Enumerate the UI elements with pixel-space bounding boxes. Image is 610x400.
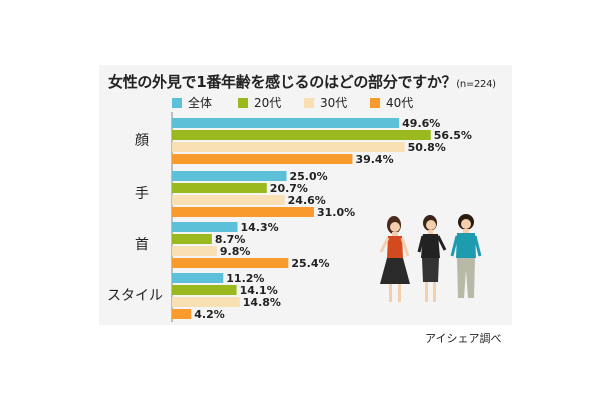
bar [172,258,289,268]
bar [172,273,224,283]
legend-label-20s: 20代 [254,96,282,110]
bar [172,130,431,140]
bar [172,297,240,307]
woman-figure-1 [379,216,410,302]
bar [172,246,217,256]
data-label: 11.2% [226,272,264,285]
category-label: 手 [135,186,149,202]
bar [172,222,238,232]
data-label: 14.8% [243,296,281,309]
title-text: 女性の外見で1番年齢を感じるのはどの部分ですか？ [108,73,457,91]
bar [172,207,314,217]
data-label: 14.1% [240,284,278,297]
bar [172,285,237,295]
category-label: スタイル [107,288,163,304]
data-label: 50.8% [408,141,446,154]
legend-item-20s: 20代 [238,94,281,111]
legend-item-30s: 30代 [304,94,347,111]
legend-swatch-20s [238,98,248,108]
woman-figure-3 [450,214,482,298]
bar [172,183,267,193]
category-label: 顔 [135,133,149,149]
legend-swatch-40s [370,98,380,108]
data-label: 49.6% [402,117,440,130]
legend-swatch-30s [304,98,314,108]
legend-item-all: 全体 [172,94,212,111]
sample-size-note: (n=224) [456,79,496,90]
bar [172,309,192,319]
data-label: 31.0% [317,206,355,219]
chart-title: 女性の外見で1番年齢を感じるのはどの部分ですか？(n=224) [108,71,496,92]
data-label: 9.8% [220,245,251,258]
legend-label-all: 全体 [188,96,213,110]
bar [172,171,287,181]
data-label: 25.0% [290,170,328,183]
data-label: 39.4% [355,153,393,166]
bar [172,234,212,244]
legend-label-30s: 30代 [320,96,348,110]
data-label: 14.3% [240,221,278,234]
source-credit: アイシェア調べ [425,332,502,345]
data-label: 8.7% [215,233,246,246]
data-label: 20.7% [270,182,308,195]
data-label: 24.6% [288,194,326,207]
category-label: 首 [135,237,149,253]
bar [172,195,285,205]
data-label: 4.2% [194,308,225,321]
woman-figure-2 [417,215,447,302]
legend-label-40s: 40代 [386,96,414,110]
legend-swatch-all [172,98,182,108]
data-label: 56.5% [434,129,472,142]
legend-item-40s: 40代 [370,94,413,111]
bar [172,154,353,164]
chart-panel [99,65,512,325]
bar [172,142,405,152]
data-label: 25.4% [291,257,329,270]
bar [172,118,400,128]
